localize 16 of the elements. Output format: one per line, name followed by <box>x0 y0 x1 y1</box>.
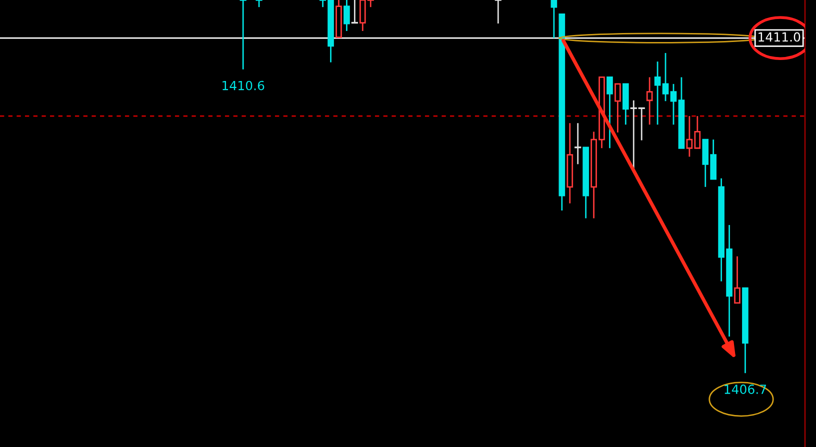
candlestick <box>240 0 246 70</box>
candlestick <box>654 60 661 126</box>
candlestick <box>494 0 502 24</box>
annotation: 1411.0 <box>758 32 800 42</box>
candlestick <box>670 83 677 126</box>
candlestick <box>606 76 613 149</box>
annotation: 1410.6 <box>222 80 264 90</box>
candlestick <box>662 52 669 102</box>
candlestick <box>574 122 582 165</box>
annotation: 1406.7 <box>724 384 766 394</box>
candlestick <box>734 256 740 304</box>
candlestick <box>646 76 653 126</box>
candlestick <box>344 0 350 32</box>
candlestick <box>614 83 621 134</box>
candlestick <box>351 0 358 24</box>
candlestick <box>550 0 558 39</box>
